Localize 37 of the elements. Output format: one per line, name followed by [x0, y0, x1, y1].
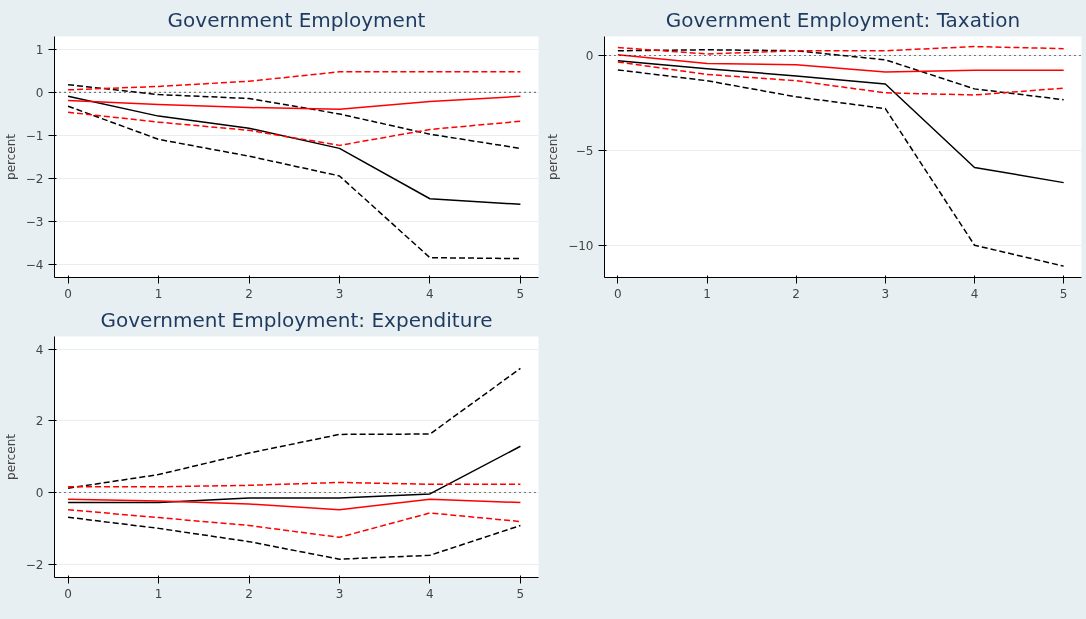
- y-tick-label: 1: [35, 42, 44, 57]
- y-tick-label: 0: [35, 486, 44, 500]
- y-tick-label: −2: [25, 172, 44, 187]
- x-tick-label: 2: [792, 286, 801, 301]
- y-tick-label: 2: [35, 414, 44, 429]
- x-tick-label: 1: [154, 586, 163, 601]
- x-tick-label: 3: [335, 586, 344, 601]
- x-tick-label: 1: [703, 286, 711, 301]
- y-tick-label: −4: [25, 258, 44, 273]
- x-tick-label: 4: [426, 586, 434, 601]
- chart-title: Government Employment: Expenditure: [100, 307, 493, 332]
- x-tick-label: 0: [64, 586, 72, 601]
- y-tick-label: 0: [585, 48, 594, 63]
- chart-title: Government Employment: Taxation: [665, 7, 1021, 32]
- x-tick-label: 0: [614, 286, 622, 301]
- y-axis-title: percent: [546, 133, 561, 180]
- y-tick-label: −1: [25, 128, 44, 143]
- x-tick-label: 0: [64, 286, 72, 301]
- y-axis-title: percent: [3, 133, 18, 180]
- x-tick-label: 2: [245, 286, 253, 301]
- x-tick-label: 1: [154, 286, 163, 301]
- y-tick-label: 0: [35, 85, 44, 100]
- x-tick-label: 5: [1059, 286, 1068, 301]
- chart-title: Government Employment: [167, 7, 426, 32]
- x-tick-label: 4: [970, 286, 979, 301]
- y-tick-label: −5: [575, 143, 594, 158]
- y-tick-label: 4: [35, 342, 44, 357]
- x-tick-label: 3: [335, 286, 344, 301]
- y-tick-label: −3: [25, 215, 44, 230]
- x-tick-label: 2: [245, 586, 253, 601]
- y-tick-label: −2: [25, 557, 44, 572]
- y-tick-label: −10: [568, 238, 594, 253]
- x-tick-label: 5: [516, 586, 525, 601]
- x-tick-label: 3: [881, 286, 890, 301]
- x-tick-label: 5: [516, 286, 525, 301]
- y-axis-title: percent: [3, 433, 18, 480]
- x-tick-label: 4: [426, 286, 434, 301]
